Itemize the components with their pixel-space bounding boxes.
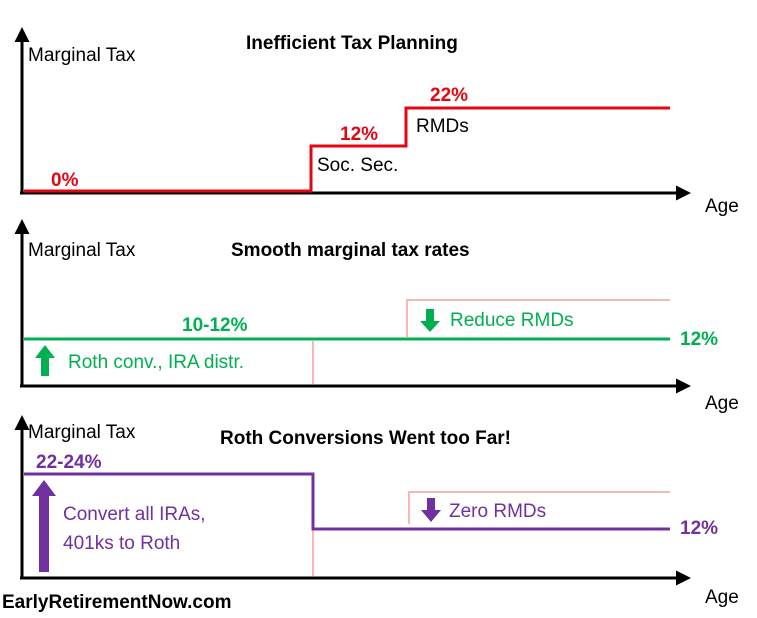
- y-axis-label: Marginal Tax: [28, 45, 136, 66]
- arrow-down-icon: [421, 498, 441, 522]
- aggressive-rate-line: [24, 472, 670, 531]
- step-label-soc-sec: Soc. Sec.: [317, 155, 398, 176]
- arrow-up-icon: [35, 345, 55, 376]
- panel-inefficient: Marginal Tax Inefficient Tax Planning Ag…: [14, 27, 739, 217]
- rate-label-22-24: 22-24%: [36, 452, 102, 473]
- rate-label-10-12: 10-12%: [182, 315, 248, 336]
- rate-label-22: 22%: [430, 85, 468, 106]
- arrow-down-icon: [420, 309, 440, 332]
- up-action-label-line1: Convert all IRAs,: [63, 504, 206, 525]
- x-axis-label: Age: [705, 196, 739, 217]
- down-action-label: Zero RMDs: [449, 501, 546, 522]
- down-action-label: Reduce RMDs: [450, 310, 574, 331]
- y-axis-label: Marginal Tax: [28, 422, 136, 443]
- previous-schedule-line: [312, 299, 670, 384]
- y-axis-label: Marginal Tax: [28, 240, 136, 261]
- panel-smooth: Marginal Tax Smooth marginal tax rates A…: [14, 219, 739, 414]
- rate-label-12: 12%: [680, 518, 718, 539]
- site-watermark: EarlyRetirementNow.com: [2, 592, 231, 613]
- up-action-label-line2: 401ks to Roth: [63, 533, 180, 554]
- rate-label-0: 0%: [51, 170, 79, 191]
- x-axis-label: Age: [705, 393, 739, 414]
- up-action-label: Roth conv., IRA distr.: [68, 352, 244, 373]
- rate-label-12: 12%: [680, 329, 718, 350]
- x-axis-label: Age: [705, 587, 739, 608]
- step-label-rmds: RMDs: [416, 116, 469, 137]
- panel-title: Inefficient Tax Planning: [246, 33, 458, 54]
- panel-title: Roth Conversions Went too Far!: [220, 428, 511, 449]
- tax-rate-step-line: [24, 106, 670, 193]
- panel-too-far: Marginal Tax Roth Conversions Went too F…: [14, 415, 739, 608]
- panel-title: Smooth marginal tax rates: [231, 240, 470, 261]
- rate-label-12: 12%: [340, 124, 378, 145]
- arrow-up-icon: [32, 480, 56, 572]
- previous-schedule-line: [312, 491, 670, 576]
